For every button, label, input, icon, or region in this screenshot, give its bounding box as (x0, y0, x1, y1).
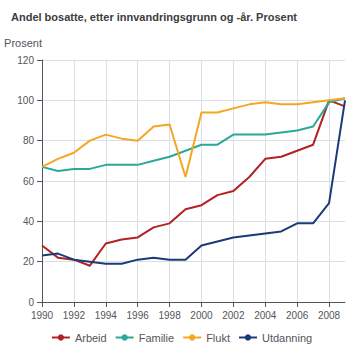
svg-text:Flukt: Flukt (206, 332, 230, 344)
svg-text:2002: 2002 (222, 310, 245, 321)
svg-text:120: 120 (17, 55, 34, 66)
svg-text:1994: 1994 (95, 310, 118, 321)
svg-text:2004: 2004 (254, 310, 277, 321)
svg-text:1998: 1998 (158, 310, 181, 321)
svg-text:2006: 2006 (286, 310, 309, 321)
svg-text:20: 20 (23, 256, 35, 267)
svg-text:Prosent: Prosent (4, 37, 42, 49)
svg-text:80: 80 (23, 135, 35, 146)
svg-text:60: 60 (23, 176, 35, 187)
svg-text:2000: 2000 (190, 310, 213, 321)
svg-text:1996: 1996 (127, 310, 150, 321)
svg-text:1992: 1992 (63, 310, 86, 321)
svg-text:Arbeid: Arbeid (75, 332, 107, 344)
svg-text:Utdanning: Utdanning (262, 332, 312, 344)
svg-text:Andel bosatte, etter innvandri: Andel bosatte, etter innvandringsgrunn o… (11, 11, 297, 23)
svg-text:100: 100 (17, 95, 34, 106)
svg-text:40: 40 (23, 216, 35, 227)
svg-text:2008: 2008 (318, 310, 341, 321)
svg-text:Familie: Familie (139, 332, 174, 344)
svg-text:0: 0 (28, 297, 34, 308)
svg-text:1990: 1990 (31, 310, 54, 321)
